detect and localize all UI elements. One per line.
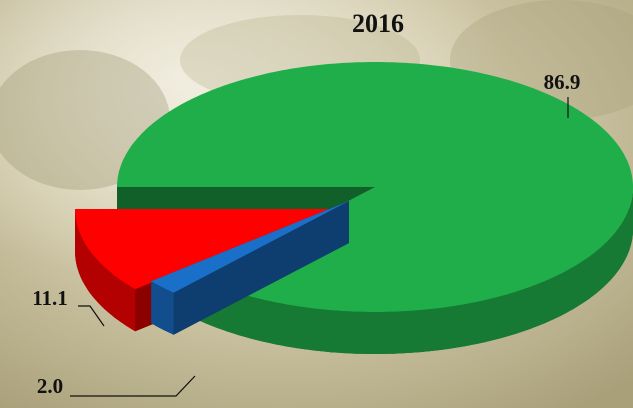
chart-title: 2016 (352, 9, 404, 38)
data-label: 86.9 (544, 70, 581, 94)
data-label: 11.1 (32, 286, 68, 310)
data-label: 2.0 (37, 374, 63, 398)
page: 2016 86.911.12.0 (() => { const data = J… (0, 0, 633, 408)
chart: 2016 86.9 11.1 2.0 (0, 0, 633, 408)
